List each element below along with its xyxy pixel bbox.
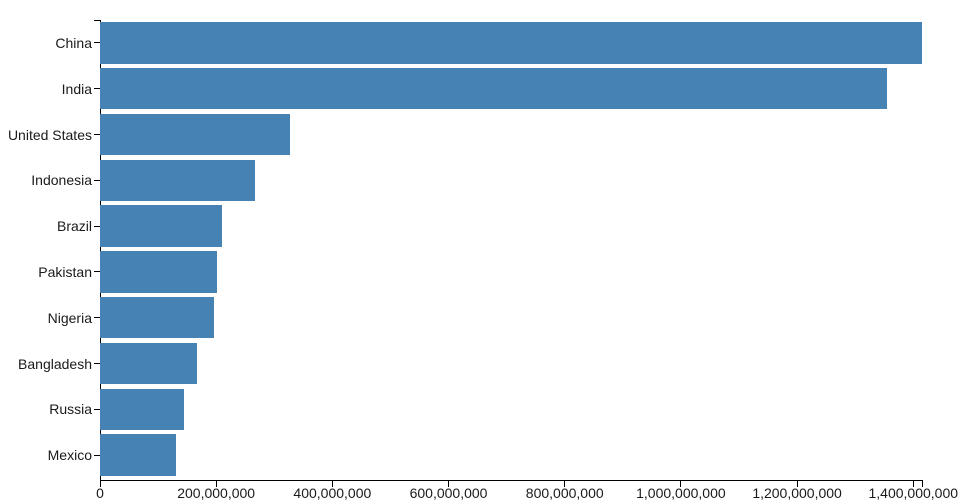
x-tick-mark (215, 480, 217, 487)
bar-indonesia (100, 159, 255, 201)
bar-china (100, 22, 922, 64)
x-axis-end-tick (922, 480, 923, 487)
y-tick-mark (94, 225, 100, 227)
y-tick-mark (94, 408, 100, 410)
x-tick-label: 0 (96, 485, 104, 500)
y-tick-mark (94, 317, 100, 319)
x-tick-mark (796, 480, 798, 487)
y-tick-label: Brazil (56, 218, 92, 235)
x-tick-mark (448, 480, 450, 487)
y-tick-label: United States (7, 126, 92, 143)
x-tick-label: 600,000,000 (409, 485, 488, 500)
y-tick-label: Mexico (47, 447, 92, 464)
x-tick-label: 1,000,000,000 (636, 485, 726, 500)
y-tick-label: Indonesia (31, 172, 92, 189)
y-tick-mark (94, 179, 100, 181)
x-tick-mark (331, 480, 333, 487)
x-axis-line (100, 480, 923, 481)
x-tick-label: 400,000,000 (293, 485, 372, 500)
y-axis-line (100, 20, 101, 480)
y-tick-label: Pakistan (38, 263, 92, 280)
y-tick-mark (94, 42, 100, 44)
y-tick-mark (94, 363, 100, 364)
bar-bangladesh (100, 342, 197, 385)
y-tick-mark (94, 88, 100, 90)
y-tick-label: Nigeria (47, 309, 92, 326)
y-tick-label: Russia (49, 401, 92, 418)
bar-mexico (100, 434, 176, 476)
x-tick-mark (680, 480, 682, 487)
bar-brazil (100, 205, 223, 247)
x-tick-mark (912, 480, 914, 487)
y-axis-end-tick (94, 20, 101, 21)
x-tick-label: 800,000,000 (525, 485, 604, 500)
y-tick-label: Bangladesh (18, 355, 92, 372)
y-tick-label: India (61, 80, 92, 97)
x-tick-mark (564, 480, 566, 487)
y-tick-mark (94, 271, 100, 273)
x-tick-label: 1,400,000,000 (868, 485, 959, 500)
y-tick-mark (94, 454, 100, 456)
bar-india (100, 68, 887, 110)
bar-nigeria (100, 297, 214, 339)
bar-united-states (100, 113, 290, 156)
bar-pakistan (100, 251, 217, 293)
x-tick-mark (99, 480, 101, 487)
x-tick-label: 1,200,000,000 (752, 485, 842, 500)
bar-russia (100, 388, 184, 430)
x-tick-label: 200,000,000 (177, 485, 256, 500)
y-tick-label: China (55, 34, 92, 51)
y-tick-mark (94, 134, 100, 135)
